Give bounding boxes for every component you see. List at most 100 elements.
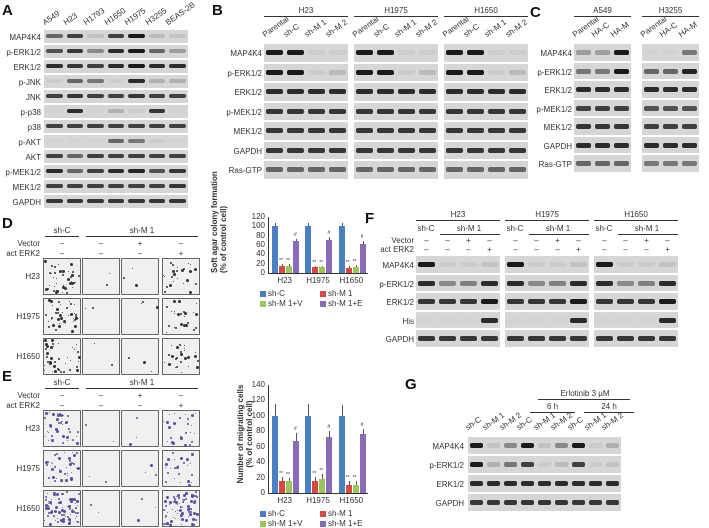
vector-sign: –	[178, 391, 184, 400]
colony-dot	[69, 303, 72, 306]
protein-band	[418, 299, 435, 304]
bar-sh-m-1-v	[319, 479, 326, 493]
colony-dot	[173, 495, 176, 498]
colony-dot	[52, 477, 54, 479]
group-bracket-line	[538, 399, 630, 400]
colony-dot	[178, 509, 182, 513]
colony-dot	[68, 463, 72, 467]
colony-dot	[46, 352, 50, 356]
colony-dot	[68, 314, 70, 316]
colony-dot	[176, 267, 178, 269]
colony-dot	[189, 290, 193, 294]
header-sh-m1: sh-M 1	[456, 224, 482, 233]
colony-dot	[178, 464, 180, 466]
row-label: MAP4K4	[540, 49, 572, 58]
colony-dot	[45, 345, 49, 349]
row-label: Ras-GTP	[538, 160, 572, 169]
colony-dot	[67, 439, 69, 441]
colony-dot	[51, 476, 55, 480]
colony-dot	[190, 263, 192, 265]
protein-band	[418, 280, 435, 286]
colony-dot	[57, 317, 61, 321]
protein-band	[589, 481, 602, 486]
colony-dot	[74, 314, 77, 317]
protein-band	[87, 154, 104, 158]
protein-band	[487, 462, 500, 467]
colony-dot	[56, 414, 60, 418]
protein-band	[107, 94, 124, 98]
lane-label: H3255	[143, 6, 168, 27]
colony-dot	[165, 522, 169, 526]
colony-dot	[187, 480, 191, 484]
protein-band	[66, 49, 83, 53]
well-image	[82, 338, 120, 375]
protein-band	[128, 124, 145, 128]
y-tick-label: 40	[256, 249, 265, 259]
colony-dot	[163, 508, 166, 511]
colony-dot	[55, 492, 57, 494]
protein-band	[128, 49, 145, 53]
colony-dot	[166, 285, 169, 288]
act-sign: +	[178, 401, 184, 410]
colony-dot	[58, 498, 61, 501]
colony-dot	[45, 411, 49, 415]
colony-dot	[63, 287, 67, 291]
colony-dot	[181, 523, 183, 525]
colony-dot	[60, 422, 63, 425]
colony-dot	[50, 426, 53, 429]
colony-dot	[44, 520, 46, 522]
colony-dot	[71, 347, 73, 349]
significance-marker: **	[279, 470, 283, 477]
vector-sign: –	[602, 236, 607, 245]
protein-band	[329, 50, 346, 55]
blot-strip	[505, 274, 589, 291]
protein-band	[595, 87, 610, 92]
significance-marker: #	[360, 234, 364, 241]
group-label: H3255	[658, 6, 683, 15]
colony-dot	[48, 439, 50, 441]
protein-band	[148, 64, 165, 68]
colony-dot	[76, 520, 79, 523]
colony-dot	[57, 517, 59, 519]
colony-dot	[48, 501, 52, 505]
colony-dot	[173, 500, 176, 503]
colony-dot	[47, 500, 49, 502]
colony-dot	[58, 300, 61, 303]
colony-dot	[63, 514, 66, 517]
protein-band	[46, 169, 63, 173]
protein-band	[329, 89, 346, 94]
protein-band	[507, 336, 524, 341]
colony-dot	[75, 317, 79, 321]
colony-dot	[163, 499, 167, 503]
lane-label: sh-C	[463, 414, 483, 432]
protein-band	[148, 169, 165, 173]
blot-strip	[264, 44, 348, 62]
colony-dot	[90, 504, 93, 507]
header-sh-m1: sh-M 1	[129, 378, 155, 387]
colony-dot	[191, 482, 193, 484]
colony-dot	[64, 362, 66, 364]
error-bar	[296, 432, 297, 441]
act-sign: –	[513, 245, 518, 254]
colony-dot	[76, 343, 78, 345]
protein-band	[128, 64, 145, 68]
colony-dot	[55, 278, 57, 280]
error-bar	[275, 404, 276, 416]
act-sign: –	[424, 245, 429, 254]
colony-dot	[174, 478, 176, 480]
colony-dot	[48, 360, 52, 364]
row-label: p-ERK1/2	[429, 461, 464, 470]
colony-dot	[190, 453, 194, 457]
colony-dot	[74, 502, 76, 504]
protein-band	[107, 79, 124, 83]
colony-dot	[173, 412, 175, 414]
colony-dot	[60, 303, 62, 305]
panel-letter-g: G	[405, 376, 417, 393]
error-bar	[329, 237, 331, 240]
colony-dot	[50, 356, 54, 360]
colony-dot	[184, 348, 186, 350]
protein-band	[46, 94, 63, 98]
group-label: H1650	[474, 6, 498, 15]
row-label: ERK1/2	[234, 88, 262, 97]
protein-band	[169, 199, 186, 203]
